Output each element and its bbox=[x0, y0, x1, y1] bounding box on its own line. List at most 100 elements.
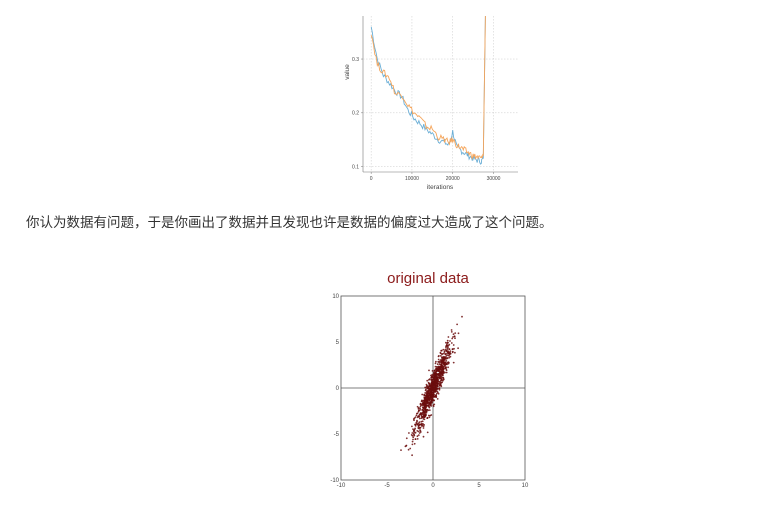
scatter-chart-ticks: -10 -5 0 5 10 10 5 0 -5 -10 bbox=[330, 294, 529, 489]
scatter-point bbox=[437, 392, 440, 395]
scatter-point bbox=[417, 410, 420, 413]
loss-chart-grid bbox=[363, 16, 518, 172]
scatter-point bbox=[418, 432, 421, 434]
scatter-point bbox=[445, 355, 448, 357]
scatter-point bbox=[422, 404, 424, 407]
scatter-point bbox=[446, 345, 449, 348]
scatter-point bbox=[448, 354, 450, 357]
scatter-point bbox=[414, 416, 417, 418]
scatter-point bbox=[431, 401, 433, 404]
body-paragraph: 你认为数据有问题，于是你画出了数据并且发现也许是数据的偏度过大造成了这个问题。 bbox=[26, 215, 553, 231]
scatter-point bbox=[410, 434, 413, 436]
scatter-point bbox=[437, 376, 440, 378]
scatter-point bbox=[422, 423, 424, 425]
scatter-point bbox=[422, 401, 425, 404]
scatter-point bbox=[417, 427, 420, 429]
scatter-point bbox=[408, 432, 410, 434]
scatter-point bbox=[411, 454, 413, 457]
scatter-point bbox=[424, 389, 427, 392]
scatter-point bbox=[414, 427, 416, 430]
scatter-point bbox=[438, 368, 441, 371]
scatter-point bbox=[422, 435, 425, 438]
scatter-chart-points bbox=[400, 315, 463, 457]
scatter-point bbox=[440, 349, 443, 352]
scatter-point bbox=[449, 350, 452, 352]
scatter-point bbox=[440, 376, 443, 379]
scatter-point bbox=[444, 353, 447, 356]
scatter-point bbox=[439, 372, 442, 375]
scatter-point bbox=[400, 449, 402, 451]
scatter-point bbox=[428, 409, 431, 411]
scatter-point bbox=[446, 356, 448, 359]
scatter-point bbox=[447, 362, 450, 365]
loss-series-line bbox=[370, 15, 486, 165]
scatter-point bbox=[412, 432, 415, 435]
scatter-point bbox=[415, 423, 418, 425]
scatter-point bbox=[448, 356, 450, 359]
scatter-point bbox=[432, 374, 435, 377]
scatter-point bbox=[452, 333, 455, 336]
scatter-point bbox=[447, 361, 450, 363]
scatter-point bbox=[426, 396, 429, 398]
scatter-point bbox=[447, 336, 450, 338]
scatter-point bbox=[457, 347, 459, 350]
scatter-point bbox=[423, 397, 426, 400]
scatter-point bbox=[416, 438, 419, 440]
scatter-point bbox=[419, 429, 421, 431]
scatter-point bbox=[417, 422, 420, 425]
scatter-point bbox=[426, 431, 429, 434]
scatter-point bbox=[435, 360, 437, 363]
scatter-point bbox=[422, 413, 425, 416]
scatter-point bbox=[451, 337, 454, 340]
scatter-point bbox=[439, 355, 442, 357]
scatter-point bbox=[421, 420, 424, 423]
scatter-point bbox=[426, 379, 429, 382]
scatter-point bbox=[424, 409, 427, 411]
scatter-point bbox=[453, 347, 455, 350]
scatter-point bbox=[418, 417, 421, 420]
scatter-point bbox=[422, 406, 424, 409]
scatter-x-tick-label: -5 bbox=[384, 483, 390, 489]
scatter-point bbox=[432, 391, 435, 394]
scatter-y-tick-label: 10 bbox=[332, 294, 339, 300]
scatter-point bbox=[412, 428, 414, 430]
scatter-point bbox=[442, 379, 444, 382]
scatter-point bbox=[436, 363, 439, 366]
scatter-point bbox=[445, 371, 448, 374]
scatter-point bbox=[432, 405, 435, 408]
scatter-point bbox=[435, 370, 437, 373]
scatter-point bbox=[442, 376, 444, 379]
loss-chart-axes bbox=[362, 16, 518, 173]
scatter-point bbox=[434, 389, 436, 391]
scatter-point bbox=[436, 392, 438, 395]
scatter-point bbox=[414, 423, 417, 426]
scatter-x-tick-label: -10 bbox=[337, 483, 346, 489]
scatter-point bbox=[438, 377, 441, 380]
scatter-point bbox=[445, 346, 447, 349]
scatter-point bbox=[428, 379, 430, 381]
scatter-chart-title: original data bbox=[387, 270, 469, 287]
scatter-point bbox=[449, 352, 452, 355]
scatter-point bbox=[440, 375, 443, 377]
scatter-point bbox=[425, 383, 428, 386]
scatter-point bbox=[437, 370, 440, 372]
scatter-point bbox=[457, 332, 460, 335]
scatter-point bbox=[434, 374, 437, 376]
scatter-point bbox=[418, 413, 421, 416]
scatter-point bbox=[433, 399, 436, 402]
scatter-point bbox=[427, 409, 430, 412]
scatter-point bbox=[439, 384, 441, 387]
scatter-point bbox=[439, 370, 442, 373]
scatter-point bbox=[425, 385, 428, 388]
scatter-point bbox=[425, 406, 427, 409]
scatter-point bbox=[441, 368, 444, 371]
scatter-point bbox=[424, 411, 427, 414]
scatter-point bbox=[409, 447, 412, 450]
scatter-point bbox=[437, 360, 440, 363]
scatter-point bbox=[446, 351, 449, 354]
scatter-point bbox=[445, 362, 448, 365]
scatter-point bbox=[420, 423, 423, 426]
scatter-point bbox=[431, 370, 434, 372]
scatter-point bbox=[404, 445, 407, 448]
scatter-point bbox=[427, 414, 430, 417]
